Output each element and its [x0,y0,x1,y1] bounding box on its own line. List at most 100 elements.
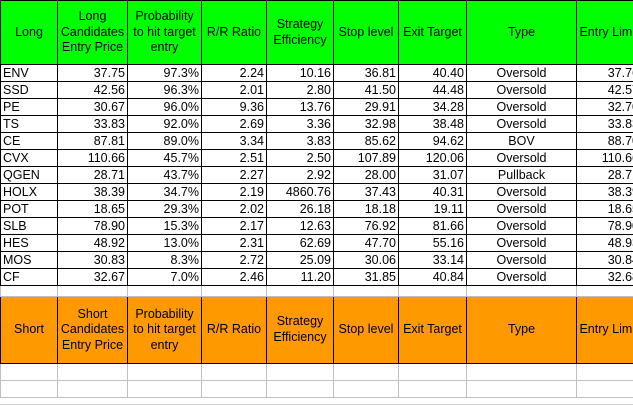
cell-stop-level[interactable]: 85.62 [333,132,399,150]
empty-cell[interactable] [398,363,467,381]
header-long[interactable]: Long [0,0,58,65]
cell-type[interactable]: Oversold [466,98,577,116]
header-stop-level[interactable]: Stop level [333,0,399,65]
empty-cell[interactable] [127,285,202,297]
cell-probability[interactable]: 43.7% [127,166,202,184]
cell-entry-price[interactable]: 28.71 [57,166,128,184]
header-strategy-efficiency[interactable]: Strategy Efficiency [266,0,334,65]
cell-type[interactable]: Oversold [466,183,577,201]
cell-entry-price[interactable]: 78.90 [57,217,128,235]
cell-probability[interactable]: 96.0% [127,98,202,116]
cell-rr-ratio[interactable]: 2.69 [201,115,267,133]
cell-entry-price[interactable]: 33.83 [57,115,128,133]
header-short-entry-price[interactable]: Short Candidates Entry Price [57,296,128,364]
cell-ticker[interactable]: HES [0,234,58,252]
header-short-stop-level[interactable]: Stop level [333,296,399,364]
header-short-entry-limit[interactable]: Entry Limit [576,296,633,364]
cell-type[interactable]: Oversold [466,115,577,133]
cell-ticker[interactable]: ENV [0,64,58,82]
cell-stop-level[interactable]: 29.91 [333,98,399,116]
cell-exit-target[interactable]: 40.84 [398,268,467,286]
cell-rr-ratio[interactable]: 2.24 [201,64,267,82]
cell-entry-limit[interactable]: 42.57 [576,81,633,99]
cell-exit-target[interactable]: 55.16 [398,234,467,252]
cell-stop-level[interactable]: 107.89 [333,149,399,167]
empty-cell[interactable] [266,380,334,398]
cell-strategy-efficiency[interactable]: 13.76 [266,98,334,116]
cell-probability[interactable]: 45.7% [127,149,202,167]
empty-cell[interactable] [266,363,334,381]
cell-ticker[interactable]: HOLX [0,183,58,201]
cell-entry-price[interactable]: 48.92 [57,234,128,252]
cell-rr-ratio[interactable]: 2.51 [201,149,267,167]
cell-type[interactable]: BOV [466,132,577,150]
cell-probability[interactable]: 96.3% [127,81,202,99]
empty-cell[interactable] [398,285,467,297]
header-exit-target[interactable]: Exit Target [398,0,467,65]
cell-type[interactable]: Oversold [466,64,577,82]
cell-entry-price[interactable]: 18.65 [57,200,128,218]
empty-cell[interactable] [0,285,58,297]
empty-cell[interactable] [576,363,633,381]
cell-type[interactable]: Oversold [466,149,577,167]
cell-strategy-efficiency[interactable]: 62.69 [266,234,334,252]
cell-probability[interactable]: 13.0% [127,234,202,252]
cell-ticker[interactable]: TS [0,115,58,133]
cell-entry-limit[interactable]: 37.76 [576,64,633,82]
cell-entry-limit[interactable]: 38.39 [576,183,633,201]
cell-strategy-efficiency[interactable]: 11.20 [266,268,334,286]
cell-strategy-efficiency[interactable]: 4860.76 [266,183,334,201]
empty-cell[interactable] [201,363,267,381]
cell-ticker[interactable]: CE [0,132,58,150]
empty-cell[interactable] [576,380,633,398]
empty-cell[interactable] [57,380,128,398]
cell-rr-ratio[interactable]: 2.46 [201,268,267,286]
cell-type[interactable]: Oversold [466,234,577,252]
empty-cell[interactable] [576,285,633,297]
empty-cell[interactable] [57,363,128,381]
empty-cell[interactable] [127,380,202,398]
cell-exit-target[interactable]: 38.48 [398,115,467,133]
cell-ticker[interactable]: PE [0,98,58,116]
cell-rr-ratio[interactable]: 2.17 [201,217,267,235]
cell-ticker[interactable]: QGEN [0,166,58,184]
cell-strategy-efficiency[interactable]: 12.63 [266,217,334,235]
cell-exit-target[interactable]: 44.48 [398,81,467,99]
cell-entry-limit[interactable]: 32.70 [576,98,633,116]
header-rr-ratio[interactable]: R/R Ratio [201,0,267,65]
cell-entry-price[interactable]: 87.81 [57,132,128,150]
cell-strategy-efficiency[interactable]: 2.80 [266,81,334,99]
cell-entry-price[interactable]: 30.83 [57,251,128,269]
cell-entry-price[interactable]: 32.67 [57,268,128,286]
cell-rr-ratio[interactable]: 9.36 [201,98,267,116]
cell-exit-target[interactable]: 94.62 [398,132,467,150]
cell-entry-limit[interactable]: 28.71 [576,166,633,184]
cell-entry-limit[interactable]: 48.93 [576,234,633,252]
cell-rr-ratio[interactable]: 3.34 [201,132,267,150]
cell-type[interactable]: Oversold [466,217,577,235]
cell-rr-ratio[interactable]: 2.31 [201,234,267,252]
cell-entry-limit[interactable]: 32.68 [576,268,633,286]
header-short[interactable]: Short [0,296,58,364]
cell-exit-target[interactable]: 120.06 [398,149,467,167]
cell-rr-ratio[interactable]: 2.01 [201,81,267,99]
cell-probability[interactable]: 29.3% [127,200,202,218]
cell-type[interactable]: Oversold [466,200,577,218]
header-short-exit-target[interactable]: Exit Target [398,296,467,364]
header-probability[interactable]: Probability to hit target entry [127,0,202,65]
cell-entry-price[interactable]: 38.39 [57,183,128,201]
cell-ticker[interactable]: MOS [0,251,58,269]
empty-cell[interactable] [466,363,577,381]
cell-entry-price[interactable]: 42.56 [57,81,128,99]
cell-probability[interactable]: 34.7% [127,183,202,201]
cell-stop-level[interactable]: 32.98 [333,115,399,133]
cell-strategy-efficiency[interactable]: 2.50 [266,149,334,167]
cell-type[interactable]: Oversold [466,268,577,286]
cell-probability[interactable]: 92.0% [127,115,202,133]
header-short-type[interactable]: Type [466,296,577,364]
cell-type[interactable]: Oversold [466,81,577,99]
empty-cell[interactable] [466,285,577,297]
cell-entry-limit[interactable]: 78.90 [576,217,633,235]
empty-cell[interactable] [398,380,467,398]
cell-stop-level[interactable]: 28.00 [333,166,399,184]
